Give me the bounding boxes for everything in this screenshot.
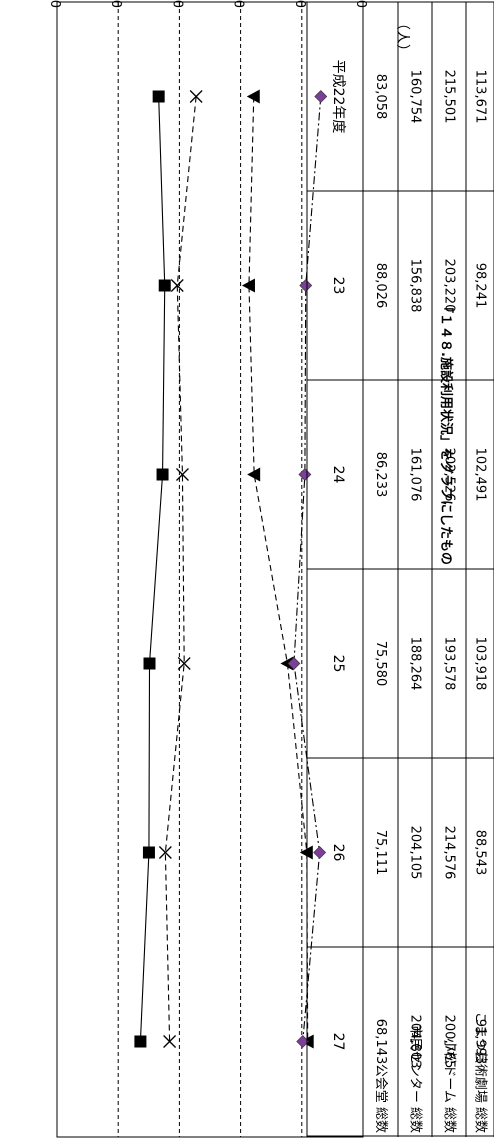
data-label: 202,526 <box>442 448 457 502</box>
data-point-x <box>170 279 184 292</box>
legend-entry: こまつ芸術劇場 総数 <box>473 1012 489 1133</box>
data-point-triangle <box>299 845 313 860</box>
chart-title: 「１４８.施設利用状況」をグラフにしたもの <box>438 300 454 565</box>
series-line <box>293 96 322 1042</box>
series-line <box>248 96 309 1042</box>
category-label: 23 <box>330 277 346 295</box>
data-point-triangle <box>241 278 255 293</box>
data-label: 156,838 <box>408 259 423 313</box>
data-label: 160,754 <box>408 70 423 124</box>
legend-entry: 市民センター 総数 <box>408 1025 424 1133</box>
data-point-x <box>163 1035 177 1048</box>
data-label: 88,543 <box>473 830 488 876</box>
data-label: 75,111 <box>373 830 388 876</box>
data-point-square <box>142 846 155 859</box>
y-tick-label: 150,000 <box>231 0 246 8</box>
category-label: 25 <box>330 655 346 673</box>
data-label: 86,233 <box>373 452 388 498</box>
data-point-square <box>134 1035 147 1048</box>
x-stroke <box>163 1035 177 1048</box>
data-label: 88,026 <box>373 263 388 309</box>
legend-entry: 公会堂 総数 <box>373 1064 388 1133</box>
legend-entry: 小松ドーム 総数 <box>442 1038 457 1133</box>
data-label: 113,671 <box>473 70 488 124</box>
y-tick-label: 50,000 <box>108 0 123 8</box>
data-point-x <box>158 846 172 859</box>
x-stroke <box>189 90 203 103</box>
y-tick-label: 200,000 <box>292 0 307 8</box>
y-tick-label: 100,000 <box>169 0 184 8</box>
data-label: 68,143 <box>373 1019 388 1065</box>
data-label: 91,993 <box>473 1019 488 1065</box>
data-point-diamond <box>313 846 327 859</box>
data-label: 203,220 <box>442 259 457 313</box>
data-label: 102,491 <box>473 448 488 502</box>
data-point-square <box>152 90 165 103</box>
data-label: 98,241 <box>473 263 488 309</box>
data-label: 103,918 <box>473 637 488 691</box>
x-stroke <box>177 657 191 670</box>
data-label: 75,580 <box>373 641 388 687</box>
data-label: 188,264 <box>408 637 423 691</box>
data-label: 161,076 <box>408 448 423 502</box>
data-point-diamond <box>299 279 313 292</box>
series-line <box>164 96 197 1042</box>
category-label: 26 <box>330 844 346 862</box>
gridlines <box>117 2 303 1137</box>
data-label: 204,105 <box>408 826 423 880</box>
x-stroke <box>158 846 172 859</box>
data-label: 215,501 <box>442 70 457 124</box>
data-point-square <box>156 468 169 481</box>
data-table: 平成22年度 23 24 25 26 27 83,058 88,026 86,233 75,580… <box>306 1 494 1137</box>
data-label: 83,058 <box>373 74 388 120</box>
data-label: 214,576 <box>442 826 457 880</box>
x-stroke <box>170 279 184 292</box>
legend: 公会堂 総数 市民センター 総数 小松ドーム 総数 こまつ芸術劇場 総数 <box>373 1012 489 1133</box>
series-lines <box>139 96 322 1042</box>
data-point-x <box>189 90 203 103</box>
data-point-triangle <box>247 467 261 482</box>
data-point-x <box>175 468 189 481</box>
data-point-diamond <box>298 468 312 481</box>
category-label: 27 <box>330 1033 346 1051</box>
data-label: 200,765 <box>442 1015 457 1069</box>
category-label: 24 <box>330 466 346 484</box>
data-point-triangle <box>246 89 260 104</box>
data-label: 204,803 <box>408 1015 423 1069</box>
series-markers <box>134 89 328 1049</box>
x-stroke <box>175 468 189 481</box>
data-point-square <box>143 657 156 670</box>
y-axis-label: （人） <box>394 16 410 58</box>
y-tick-label: 250,000 <box>353 0 368 8</box>
data-point-x <box>177 657 191 670</box>
series-line <box>139 96 166 1042</box>
category-label: 平成22年度 <box>330 60 346 134</box>
data-point-square <box>158 279 171 292</box>
data-label: 193,578 <box>442 637 457 691</box>
data-point-diamond <box>314 90 328 103</box>
y-axis-ticks: 0 50,000 100,000 150,000 200,000 250,000 <box>47 0 368 8</box>
y-tick-label: 0 <box>47 0 62 8</box>
data-point-triangle <box>280 656 294 671</box>
data-point-diamond <box>287 657 301 670</box>
